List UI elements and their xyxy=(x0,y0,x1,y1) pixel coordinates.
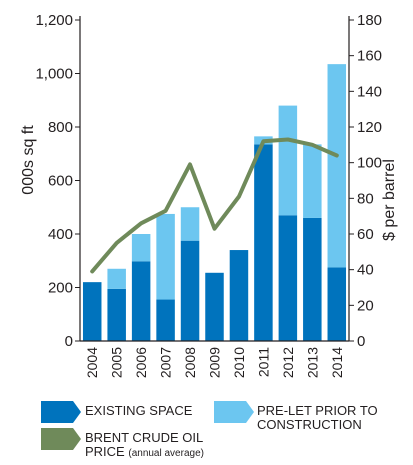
x-ticks: 2004 2005 2006 2007 2008 2009 2010 2011 2012 2013… xyxy=(84,347,345,378)
bar-prelet-2005 xyxy=(107,268,126,289)
bar-existing-2014 xyxy=(327,267,347,341)
right-tick-label: 80 xyxy=(357,190,374,207)
bars-group xyxy=(82,64,347,341)
legend-swatch-prelet xyxy=(214,401,254,423)
x-tick-label: 2014 xyxy=(329,347,345,378)
x-tick-label: 2007 xyxy=(158,347,174,378)
legend-label-oil-note: (annual average) xyxy=(128,448,204,459)
bar-prelet-2008 xyxy=(180,207,200,241)
left-tick-label: 600 xyxy=(48,173,73,190)
bar-existing-2009 xyxy=(205,272,224,341)
bar-existing-2011 xyxy=(254,144,273,341)
bar-existing-2010 xyxy=(229,250,249,341)
right-tick-label: 60 xyxy=(357,226,374,243)
x-tick-label: 2005 xyxy=(109,347,125,378)
bar-prelet-2013 xyxy=(303,144,322,218)
x-tick-label: 2006 xyxy=(133,347,149,378)
left-axis-title: 000s sq ft xyxy=(20,125,37,195)
right-tick-label: 140 xyxy=(357,83,382,100)
legend-label-prelet-line2: CONSTRUCTION xyxy=(257,417,362,432)
right-tick-label: 0 xyxy=(357,333,365,350)
bar-existing-2013 xyxy=(303,217,322,341)
right-tick-label: 160 xyxy=(357,48,382,65)
left-tick-label: 800 xyxy=(48,119,73,136)
x-tick-label: 2004 xyxy=(84,347,100,378)
right-y-ticks: 0 20 40 60 80 100 120 140 160 180 xyxy=(349,12,382,350)
bar-existing-2005 xyxy=(107,288,126,341)
bar-prelet-2014 xyxy=(327,64,347,268)
left-y-ticks: 0 200 400 600 800 1,000 1,200 xyxy=(35,12,80,350)
left-tick-label: 1,000 xyxy=(35,66,73,83)
bar-existing-2006 xyxy=(131,261,151,341)
bar-existing-2004 xyxy=(82,282,102,341)
right-tick-label: 40 xyxy=(357,262,374,279)
right-tick-label: 180 xyxy=(357,12,382,29)
legend-label-oil-line2: PRICE (annual average) xyxy=(85,445,204,461)
right-axis-title: $ per barrel xyxy=(381,159,398,241)
x-tick-label: 2011 xyxy=(255,347,271,377)
x-tick-label: 2010 xyxy=(231,347,247,378)
bar-existing-2007 xyxy=(156,299,175,341)
legend-label-prelet: PRE-LET PRIOR TO CONSTRUCTION xyxy=(257,404,378,432)
legend-swatch-oil xyxy=(41,428,81,450)
axes-group xyxy=(79,16,350,342)
legend-label-oil-price: PRICE xyxy=(85,444,125,459)
bar-existing-2012 xyxy=(278,215,298,341)
bar-prelet-2006 xyxy=(131,234,151,262)
x-tick-label: 2012 xyxy=(280,347,296,378)
left-tick-label: 0 xyxy=(65,333,73,350)
bar-prelet-2007 xyxy=(156,213,175,300)
legend-label-oil-line1: BRENT CRUDE OIL xyxy=(85,430,204,445)
oil-line-group xyxy=(90,137,339,274)
legend-label-oil: BRENT CRUDE OIL PRICE (annual average) xyxy=(85,431,204,461)
bar-prelet-2012 xyxy=(278,105,298,216)
x-tick-label: 2008 xyxy=(182,347,198,378)
legend-swatch-existing xyxy=(41,401,81,423)
left-tick-label: 1,200 xyxy=(35,12,73,29)
x-tick-label: 2013 xyxy=(304,347,320,378)
oil-price-line xyxy=(90,137,339,274)
left-tick-label: 400 xyxy=(48,226,73,243)
right-tick-label: 120 xyxy=(357,119,382,136)
x-tick-label: 2009 xyxy=(207,347,223,378)
bar-existing-2008 xyxy=(180,240,200,341)
legend-label-prelet-line1: PRE-LET PRIOR TO xyxy=(257,403,378,418)
right-tick-label: 20 xyxy=(357,297,374,314)
legend-label-existing: EXISTING SPACE xyxy=(85,403,193,418)
right-tick-label: 100 xyxy=(357,155,382,172)
left-tick-label: 200 xyxy=(48,280,73,297)
